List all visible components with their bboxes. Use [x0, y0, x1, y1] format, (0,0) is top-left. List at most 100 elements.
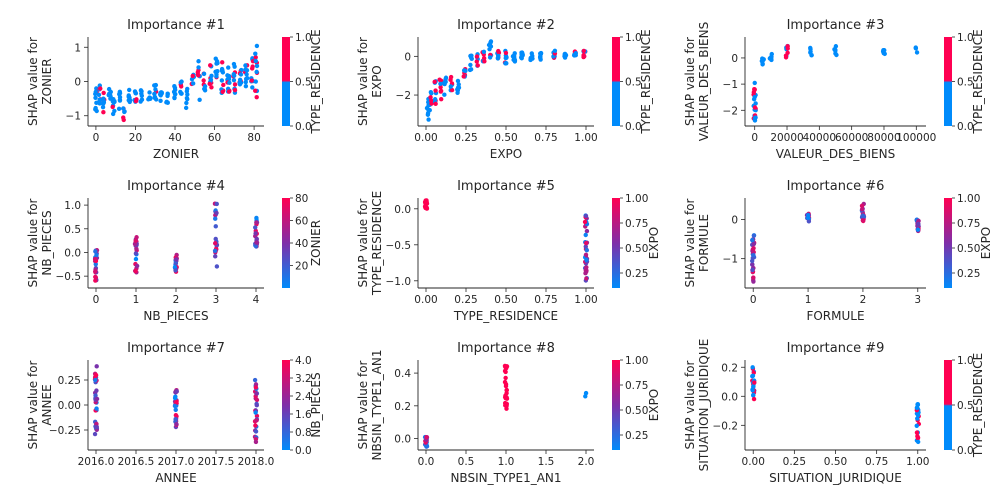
data-point	[93, 95, 98, 100]
data-point	[519, 50, 524, 55]
data-point	[252, 377, 258, 383]
colorbar-tick-label: 0.50	[625, 243, 648, 255]
x-tick-label: 60000	[835, 132, 868, 144]
data-point	[751, 241, 757, 247]
data-point	[249, 78, 255, 83]
colorbar-tick-label: 4.0	[295, 355, 312, 367]
data-point	[254, 403, 260, 408]
y-axis-label-line: SHAP value for	[26, 198, 40, 287]
y-tick-label: 1.0	[64, 200, 81, 212]
y-axis-label-line: SHAP value for	[683, 198, 697, 287]
y-axis-label-line: SHAP value for	[26, 37, 40, 126]
colorbar-tick-label: 0.5	[625, 77, 642, 89]
x-tick-label: 2017.0	[158, 456, 195, 468]
data-point	[153, 97, 159, 102]
x-tick-label: 2016.5	[118, 456, 155, 468]
y-tick-label: 0.00	[58, 400, 81, 412]
data-point	[133, 256, 139, 262]
data-point	[468, 55, 474, 60]
data-point	[96, 92, 102, 97]
data-point	[443, 75, 449, 80]
data-point	[93, 275, 99, 280]
data-point	[752, 380, 757, 385]
x-tick-label: 4	[253, 294, 260, 306]
data-point	[214, 264, 220, 269]
data-point	[126, 94, 131, 99]
y-axis-label-line: VALEUR_DES_BIENS	[697, 22, 711, 141]
data-point	[94, 364, 99, 369]
y-axis-label: SHAP value forVALEUR_DES_BIENS	[683, 22, 711, 141]
data-point	[213, 224, 218, 229]
colorbar-tick-label: 1.6	[295, 409, 312, 421]
data-point	[583, 390, 589, 396]
y-tick-label: −1	[66, 111, 81, 123]
data-point	[226, 89, 232, 94]
y-tick-label: 1	[74, 42, 81, 54]
x-tick-label: 1.00	[574, 294, 597, 306]
data-point	[93, 89, 98, 95]
data-point	[190, 73, 195, 79]
data-point	[573, 52, 578, 58]
data-point	[232, 82, 238, 87]
y-axis-label-line: ANNEE	[40, 384, 54, 425]
data-point	[751, 275, 756, 280]
data-point	[112, 108, 117, 114]
data-point	[915, 227, 921, 232]
data-point	[859, 203, 865, 209]
y-tick-label: −2	[723, 105, 738, 117]
data-point	[503, 50, 509, 56]
colorbar-tick-label: 0.5	[295, 77, 312, 89]
data-point	[750, 373, 755, 379]
data-point	[207, 81, 212, 87]
data-point	[448, 84, 453, 89]
data-point	[227, 80, 232, 86]
data-point	[178, 89, 183, 95]
data-point	[433, 88, 438, 93]
y-tick-label: −1.0	[386, 276, 412, 288]
data-point	[147, 90, 152, 95]
subplot-title: Importance #2	[457, 18, 555, 33]
colorbar-label: TYPE_RESIDENCE	[639, 29, 653, 134]
x-tick-label: 2	[173, 294, 180, 306]
colorbar-tick-label: 1.0	[295, 32, 312, 44]
subplot-title: Importance #5	[457, 179, 555, 194]
data-point	[93, 105, 98, 111]
data-point	[562, 55, 568, 60]
data-point	[213, 254, 218, 259]
colorbar-label: TYPE_RESIDENCE	[309, 29, 323, 134]
data-point	[442, 81, 447, 87]
data-point	[750, 262, 755, 267]
y-tick-label: 0	[74, 77, 81, 89]
data-point	[751, 96, 757, 102]
data-point	[243, 79, 248, 85]
data-point	[232, 87, 238, 93]
x-axis-label: ZONIER	[153, 147, 199, 161]
x-axis-label: NB_PIECES	[143, 309, 208, 323]
data-point	[232, 64, 237, 69]
data-point	[139, 89, 144, 94]
y-axis-label: SHAP value forANNEE	[26, 360, 54, 449]
y-axis-label-line: NBSIN_TYPE1_AN1	[370, 349, 384, 460]
x-tick-label: 1.00	[574, 132, 597, 144]
data-point	[127, 87, 132, 93]
y-axis-label: SHAP value forZONIER	[26, 37, 54, 126]
data-point	[92, 431, 98, 437]
data-point	[448, 74, 454, 80]
data-point	[134, 263, 140, 269]
data-point	[207, 63, 213, 68]
x-tick-label: 0.50	[494, 294, 517, 306]
data-point	[503, 375, 508, 381]
data-point	[424, 206, 429, 211]
data-point	[93, 393, 98, 398]
data-point	[254, 236, 259, 242]
y-tick-label: 0.25	[58, 375, 81, 387]
data-point	[202, 88, 208, 93]
data-point	[751, 392, 756, 398]
data-point	[475, 63, 480, 68]
x-tick-label: 80	[247, 132, 260, 144]
data-point	[503, 369, 508, 375]
data-point	[213, 216, 218, 221]
data-point	[219, 78, 225, 83]
data-point	[173, 394, 178, 399]
data-point	[583, 240, 589, 246]
